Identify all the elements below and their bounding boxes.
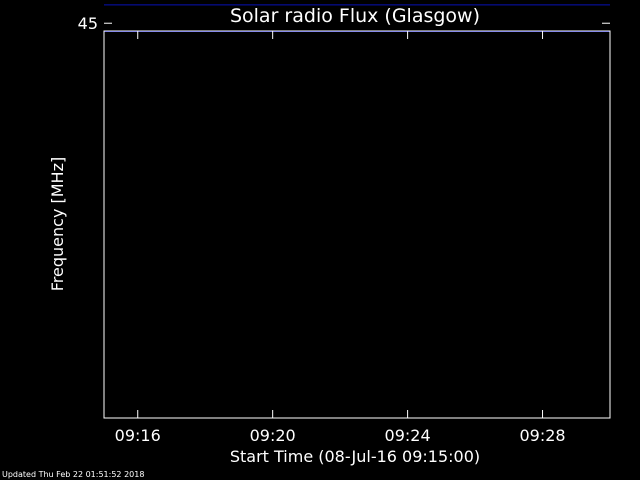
y-axis-label: Frequency [MHz]: [48, 157, 67, 291]
x-tick-label: 09:28: [519, 426, 565, 445]
plot-frame: [103, 30, 611, 419]
x-tick-label: 09:16: [115, 426, 161, 445]
updated-timestamp: Updated Thu Feb 22 01:51:52 2018: [2, 470, 145, 479]
frequency-band: [104, 4, 610, 6]
x-axis-label: Start Time (08-Jul-16 09:15:00): [230, 447, 480, 466]
x-tick-label: 09:24: [385, 426, 431, 445]
x-tick-label: 09:20: [250, 426, 296, 445]
y-tick-label: 45: [78, 14, 98, 33]
chart-title: Solar radio Flux (Glasgow): [230, 5, 480, 27]
